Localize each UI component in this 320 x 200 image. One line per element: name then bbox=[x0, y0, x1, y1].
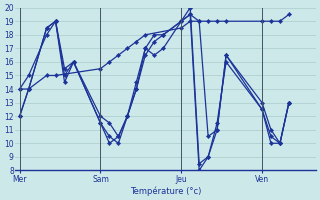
X-axis label: Température (°c): Température (°c) bbox=[130, 186, 201, 196]
